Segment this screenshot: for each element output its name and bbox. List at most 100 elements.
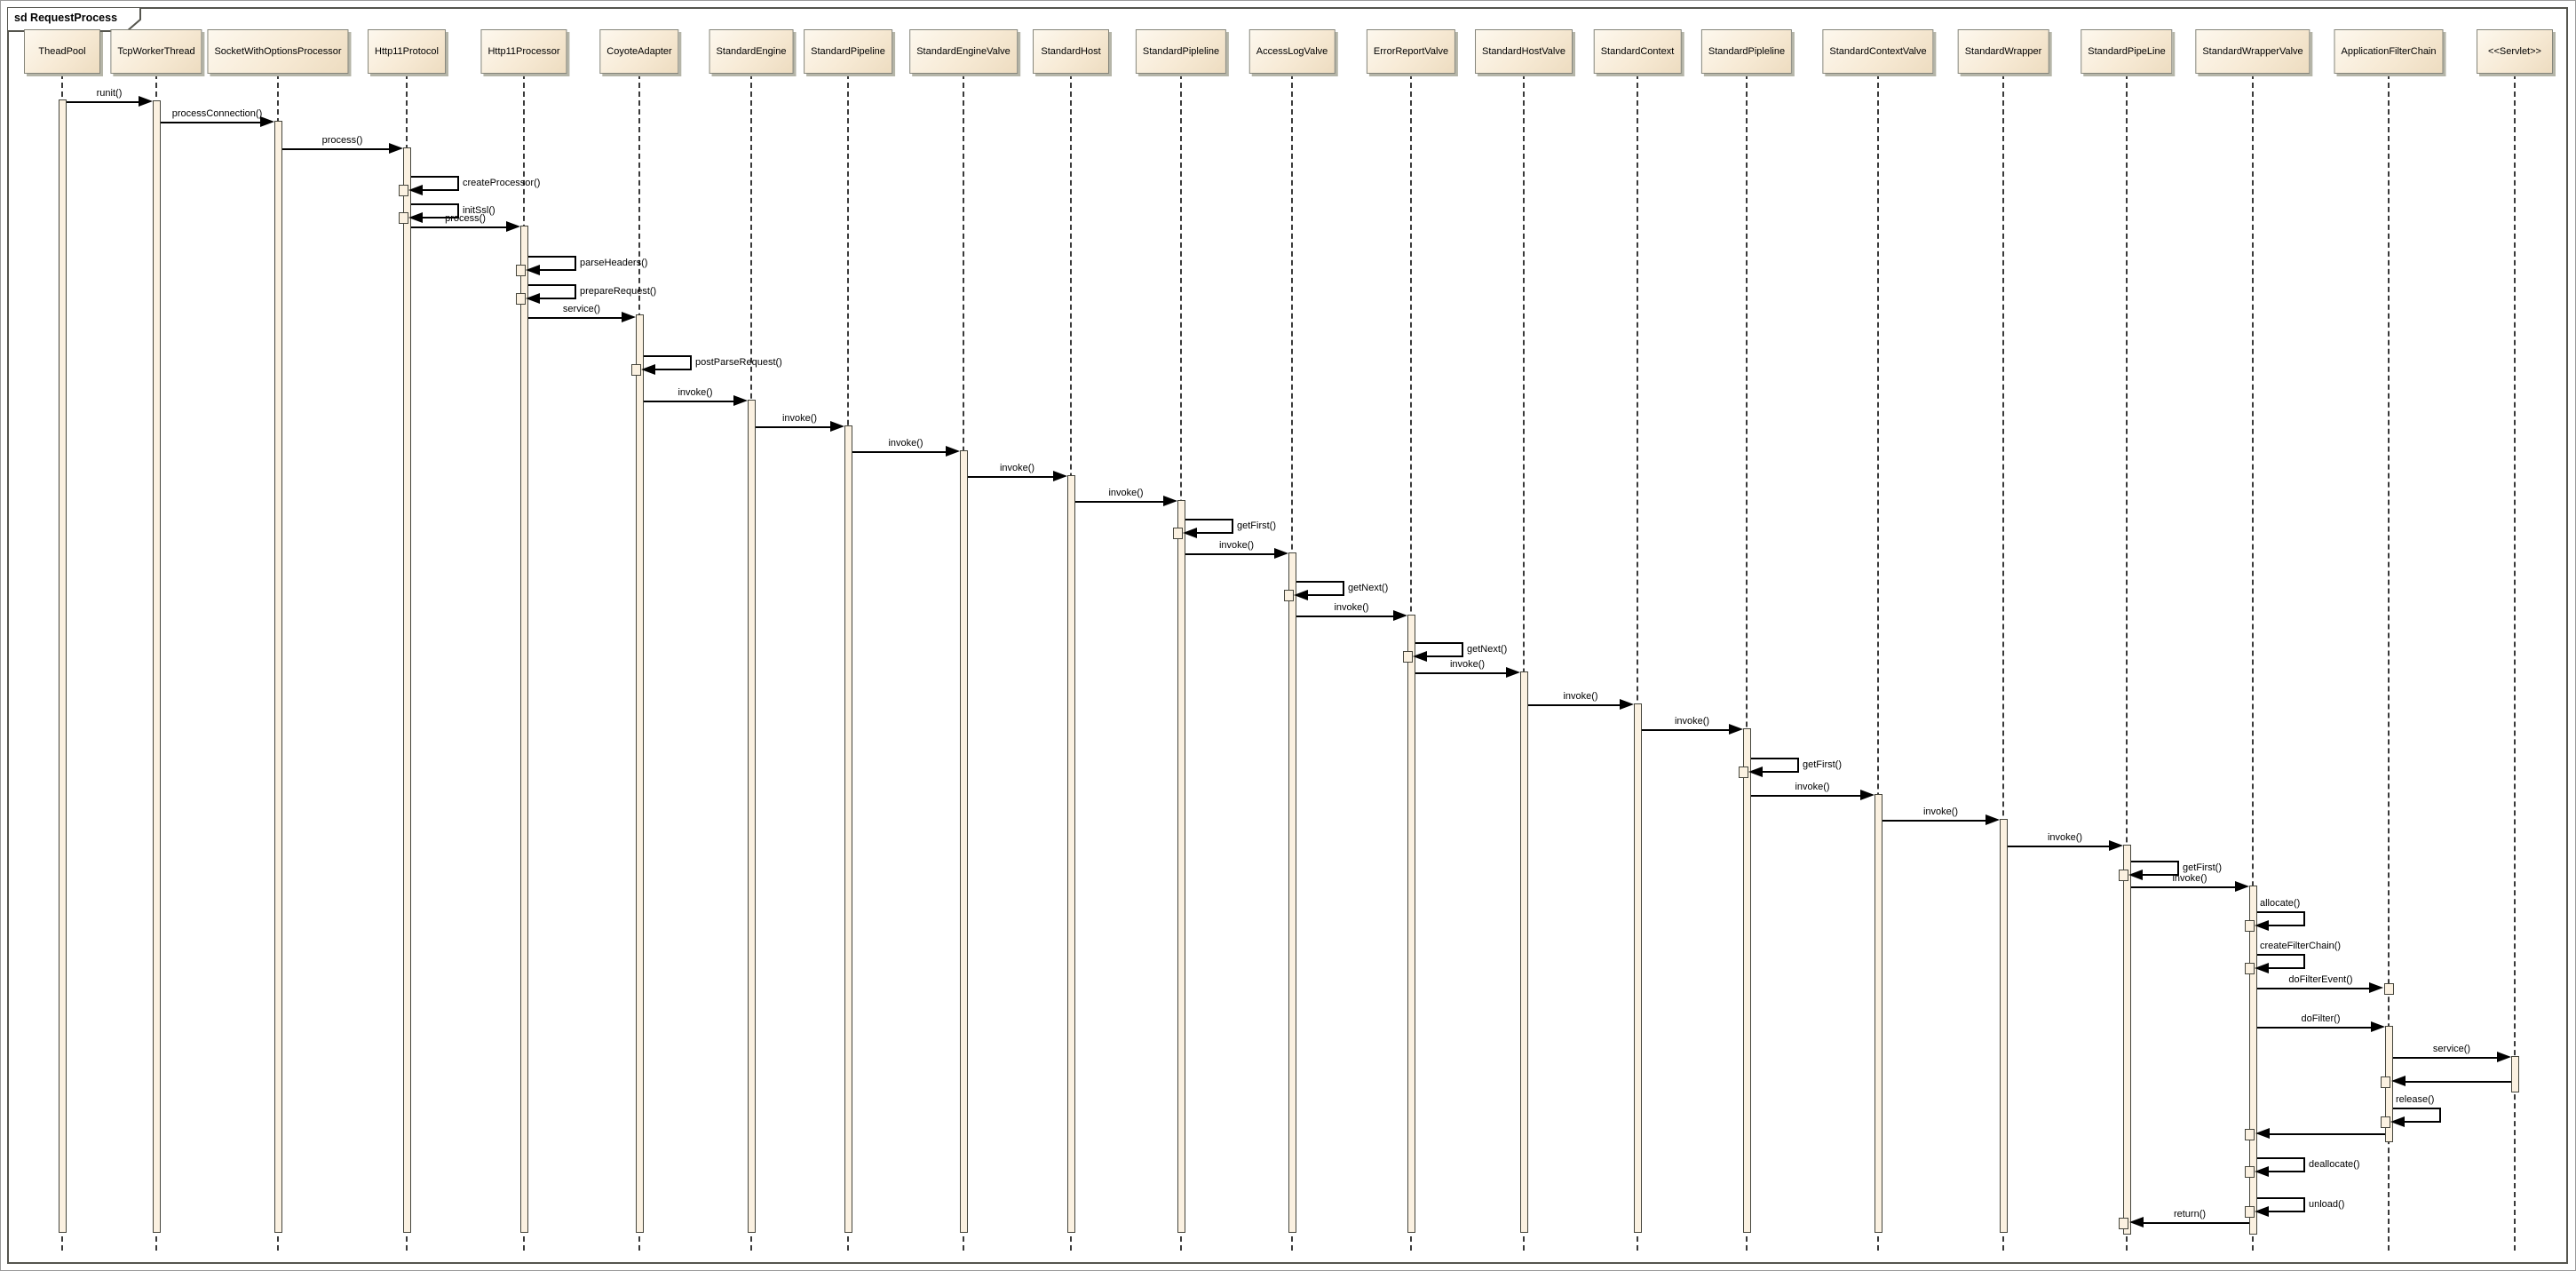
activation-bar (747, 400, 756, 1233)
self-message-label: unload() (2309, 1199, 2345, 1210)
message-line (1527, 704, 1620, 706)
lifeline-name: StandardWrapper (1964, 46, 2042, 57)
message-label: invoke() (1922, 806, 1959, 817)
self-loop-bottom (1761, 771, 1798, 773)
activation-bar (1066, 475, 1075, 1233)
lifeline-dash (1637, 74, 1638, 1251)
self-loop-top (2256, 954, 2304, 956)
message-line (281, 148, 389, 150)
message-arrowhead (829, 421, 844, 432)
message-arrowhead (1728, 724, 1743, 735)
message-arrowhead (1859, 790, 1875, 800)
frame-title: sd RequestProcess (14, 12, 118, 24)
lifeline-dash (2388, 74, 2390, 1251)
message-arrowhead (945, 446, 960, 457)
message-line (410, 226, 506, 228)
message-label: service() (562, 304, 601, 314)
message-line (2130, 886, 2235, 888)
message-line (1296, 616, 1393, 617)
nested-activation (2383, 983, 2394, 995)
self-loop-bottom (2403, 1121, 2440, 1123)
activation-bar (1519, 671, 1528, 1233)
self-loop-arrowhead (408, 212, 423, 223)
nested-activation (2245, 1166, 2255, 1178)
self-loop-arrowhead (1748, 767, 1763, 777)
self-loop-right (2303, 1197, 2305, 1212)
self-loop-right (2303, 954, 2305, 969)
self-loop-right (689, 355, 692, 370)
self-loop-bottom (421, 217, 458, 218)
nested-activation (2381, 1076, 2390, 1088)
self-loop-right (2303, 911, 2305, 926)
lifeline-header-standardpipleline: StandardPipleline (1700, 29, 1793, 74)
lifeline-dash (1877, 74, 1879, 1251)
nested-activation (2245, 963, 2255, 974)
activation-bar (1407, 615, 1415, 1233)
message-label: invoke() (999, 463, 1035, 473)
lifeline-dash (2514, 74, 2516, 1251)
self-loop-arrowhead (1413, 651, 1427, 662)
lifeline-dash (2126, 74, 2128, 1251)
self-loop-arrowhead (1294, 590, 1308, 600)
message-label: invoke() (781, 413, 818, 424)
message-label: processConnection() (171, 108, 263, 119)
self-loop-top (527, 256, 575, 258)
message-arrowhead (505, 221, 520, 232)
lifeline-header-socketwithoptionsprocessor: SocketWithOptionsProcessor (207, 29, 349, 74)
activation-bar (273, 121, 282, 1233)
self-loop-top (2256, 911, 2304, 913)
lifeline-name: TheadPool (38, 46, 86, 57)
message-label: invoke() (2047, 832, 2083, 843)
lifeline-dash (2252, 74, 2254, 1251)
self-loop-right (1342, 581, 1344, 596)
message-arrowhead (2234, 881, 2249, 892)
lifeline-name: StandardHost (1041, 46, 1101, 57)
message-line (967, 476, 1053, 478)
nested-activation (1284, 590, 1294, 601)
message-arrowhead (1273, 548, 1288, 559)
self-loop-right (2303, 1157, 2305, 1172)
return-line (2144, 1222, 2249, 1224)
lifeline-name: StandardEngineValve (916, 46, 1011, 57)
self-loop-arrowhead (2255, 963, 2269, 973)
message-line (1750, 795, 1860, 797)
nested-activation (516, 293, 526, 305)
activation-bar (635, 314, 644, 1233)
self-loop-top (2130, 861, 2178, 862)
lifeline-dash (2002, 74, 2004, 1251)
self-message-label: getFirst() (2183, 862, 2222, 873)
self-loop-arrowhead (526, 293, 540, 304)
self-loop-top (2256, 1157, 2304, 1159)
lifeline-name: CoyoteAdapter (606, 46, 672, 57)
message-label: invoke() (1218, 540, 1255, 551)
lifeline-header-tcpworkerthread: TcpWorkerThread (110, 29, 202, 74)
activation-bar (844, 425, 852, 1233)
message-arrowhead (1392, 610, 1407, 621)
lifeline-name: ErrorReportValve (1373, 46, 1449, 57)
self-loop-bottom (654, 369, 691, 370)
self-loop-arrowhead (1183, 528, 1197, 538)
nested-activation (2245, 1129, 2255, 1140)
lifeline-header-standardcontext: StandardContext (1593, 29, 1682, 74)
message-arrowhead (2368, 982, 2383, 993)
self-message-label: deallocate() (2309, 1159, 2360, 1170)
lifeline-header-http11processor: Http11Processor (480, 29, 567, 74)
message-line (2256, 988, 2369, 989)
lifeline-header-standardcontextvalve: StandardContextValve (1822, 29, 1934, 74)
self-loop-bottom (2267, 1211, 2304, 1212)
lifeline-name: StandardContextValve (1829, 46, 1927, 57)
self-loop-top (1415, 642, 1462, 644)
self-loop-top (2256, 1197, 2304, 1199)
message-line (160, 122, 260, 123)
lifeline-name: <<Servlet>> (2488, 46, 2541, 57)
message-line (2392, 1057, 2497, 1059)
nested-activation (631, 364, 641, 376)
lifeline-header-standardwrapper: StandardWrapper (1957, 29, 2049, 74)
activation-bar (1633, 703, 1642, 1233)
self-loop-bottom (1306, 594, 1343, 596)
message-line (1074, 501, 1163, 503)
message-label: runit() (96, 88, 123, 99)
self-loop-right (2176, 861, 2179, 876)
self-loop-arrowhead (408, 185, 423, 195)
self-message-label: getNext() (1467, 644, 1508, 655)
